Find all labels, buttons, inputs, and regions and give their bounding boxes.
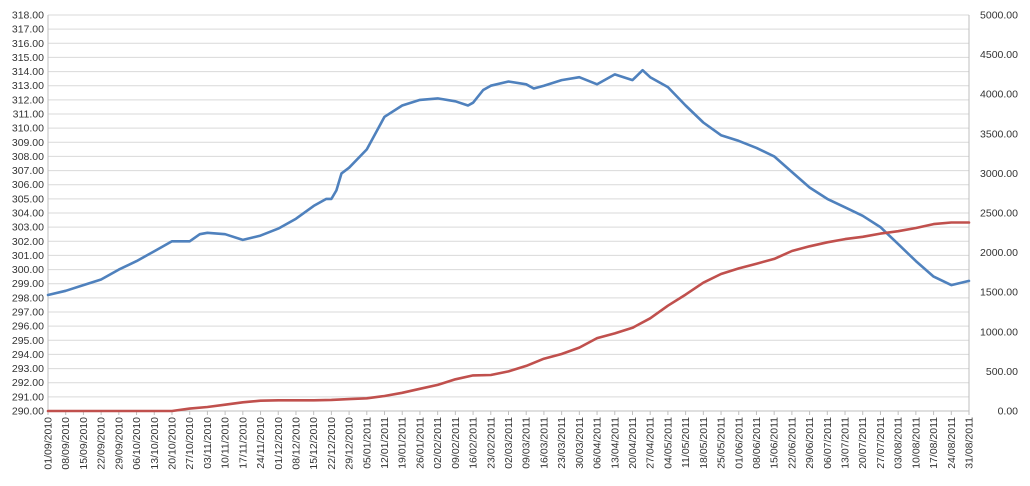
y-left-tick-label: 303.00 (12, 222, 44, 234)
x-tick-label: 03/11/2010 (202, 417, 214, 469)
x-tick-label: 05/01/2011 (361, 417, 373, 469)
x-tick-label: 18/05/2011 (698, 417, 710, 469)
y-left-tick-label: 304.00 (12, 208, 44, 220)
y-left-tick-label: 296.00 (12, 321, 44, 333)
x-tick-label: 13/10/2010 (149, 417, 161, 470)
x-tick-label: 09/03/2011 (521, 417, 533, 469)
x-tick-label: 15/09/2010 (78, 417, 90, 470)
x-tick-label: 27/07/2011 (875, 417, 887, 469)
x-tick-label: 02/03/2011 (503, 417, 515, 469)
x-tick-label: 10/08/2011 (910, 417, 922, 469)
y-right-tick-label: 2500.00 (980, 208, 1018, 220)
x-tick-label: 01/06/2011 (733, 417, 745, 469)
x-tick-label: 31/08/2011 (964, 417, 976, 469)
x-tick-label: 29/12/2010 (344, 417, 356, 470)
x-tick-label: 06/07/2011 (822, 417, 834, 469)
x-tick-label: 08/06/2011 (751, 417, 763, 469)
x-tick-label: 30/03/2011 (574, 417, 586, 469)
x-tick-label: 12/01/2011 (379, 417, 391, 469)
y-right-tick-label: 4000.00 (980, 89, 1018, 101)
x-tick-label: 22/12/2010 (326, 417, 338, 470)
y-left-tick-label: 312.00 (12, 94, 44, 106)
x-tick-label: 29/09/2010 (113, 417, 125, 470)
y-left-tick-label: 291.00 (12, 391, 44, 403)
x-tick-label: 11/05/2011 (680, 417, 692, 468)
x-tick-label: 24/11/2010 (255, 417, 267, 469)
y-right-tick-label: 1000.00 (980, 326, 1018, 338)
y-left-tick-label: 302.00 (12, 236, 44, 248)
y-left-tick-label: 297.00 (12, 307, 44, 319)
x-tick-label: 13/04/2011 (609, 417, 621, 469)
y-left-tick-label: 299.00 (12, 278, 44, 290)
y-left-tick-label: 308.00 (12, 151, 44, 163)
y-left-tick-label: 294.00 (12, 349, 44, 361)
y-right-tick-label: 1500.00 (980, 287, 1018, 299)
y-left-tick-label: 315.00 (12, 52, 44, 64)
y-right-tick-label: 500.00 (986, 366, 1018, 378)
y-left-tick-label: 318.00 (12, 10, 44, 22)
x-tick-label: 22/09/2010 (96, 417, 108, 470)
x-tick-label: 16/02/2011 (468, 417, 480, 469)
y-left-tick-label: 305.00 (12, 193, 44, 205)
y-left-tick-label: 306.00 (12, 179, 44, 191)
x-tick-label: 01/09/2010 (43, 417, 55, 470)
x-tick-label: 13/07/2011 (840, 417, 852, 469)
x-tick-label: 06/04/2011 (592, 417, 604, 469)
x-tick-label: 17/11/2010 (237, 417, 249, 469)
y-right-tick-label: 3500.00 (980, 128, 1018, 140)
x-tick-label: 20/04/2011 (627, 417, 639, 469)
x-tick-label: 20/07/2011 (857, 417, 869, 469)
y-left-tick-label: 298.00 (12, 292, 44, 304)
y-right-tick-label: 4500.00 (980, 49, 1018, 61)
y-left-tick-label: 290.00 (12, 406, 44, 418)
x-tick-label: 27/04/2011 (645, 417, 657, 469)
y-left-tick-label: 314.00 (12, 66, 44, 78)
x-tick-label: 16/03/2011 (538, 417, 550, 469)
y-right-tick-label: 3000.00 (980, 168, 1018, 180)
x-tick-label: 15/12/2010 (308, 417, 320, 470)
x-tick-label: 10/11/2010 (220, 417, 232, 469)
x-tick-label: 19/01/2011 (397, 417, 409, 469)
x-tick-label: 15/06/2011 (769, 417, 781, 469)
y-left-tick-label: 300.00 (12, 264, 44, 276)
y-right-tick-label: 5000.00 (980, 10, 1018, 22)
y-left-tick-label: 310.00 (12, 123, 44, 135)
y-left-tick-label: 307.00 (12, 165, 44, 177)
x-tick-label: 27/10/2010 (184, 417, 196, 470)
x-tick-label: 02/02/2011 (432, 417, 444, 469)
y-left-tick-label: 292.00 (12, 377, 44, 389)
y-right-tick-label: 0.00 (998, 406, 1019, 418)
y-left-tick-label: 293.00 (12, 363, 44, 375)
x-tick-label: 06/10/2010 (131, 417, 143, 470)
x-tick-label: 29/06/2011 (804, 417, 816, 469)
series-line-2 (46, 221, 971, 413)
y-left-tick-label: 311.00 (13, 109, 44, 121)
y-left-tick-label: 316.00 (12, 38, 44, 50)
x-tick-label: 24/08/2011 (946, 417, 958, 469)
x-tick-label: 08/12/2010 (290, 417, 302, 470)
y-right-tick-label: 2000.00 (980, 247, 1018, 259)
x-tick-label: 17/08/2011 (928, 417, 940, 469)
x-tick-label: 01/12/2010 (273, 417, 285, 470)
x-tick-label: 25/05/2011 (716, 417, 728, 469)
y-left-tick-label: 313.00 (12, 80, 44, 92)
y-left-tick-label: 301.00 (12, 250, 44, 262)
x-tick-label: 26/01/2011 (414, 417, 426, 469)
x-tick-label: 23/03/2011 (556, 417, 568, 469)
x-tick-label: 22/06/2011 (786, 417, 798, 469)
y-left-tick-label: 317.00 (12, 24, 44, 36)
x-tick-label: 08/09/2010 (60, 417, 72, 470)
x-tick-label: 03/08/2011 (893, 417, 905, 469)
x-tick-label: 09/02/2011 (450, 417, 462, 469)
x-tick-label: 04/05/2011 (662, 417, 674, 469)
y-left-tick-label: 295.00 (12, 335, 44, 347)
y-left-tick-label: 309.00 (12, 137, 44, 149)
x-tick-label: 20/10/2010 (166, 417, 178, 470)
x-tick-label: 23/02/2011 (485, 417, 497, 469)
series-line-1 (46, 68, 971, 297)
